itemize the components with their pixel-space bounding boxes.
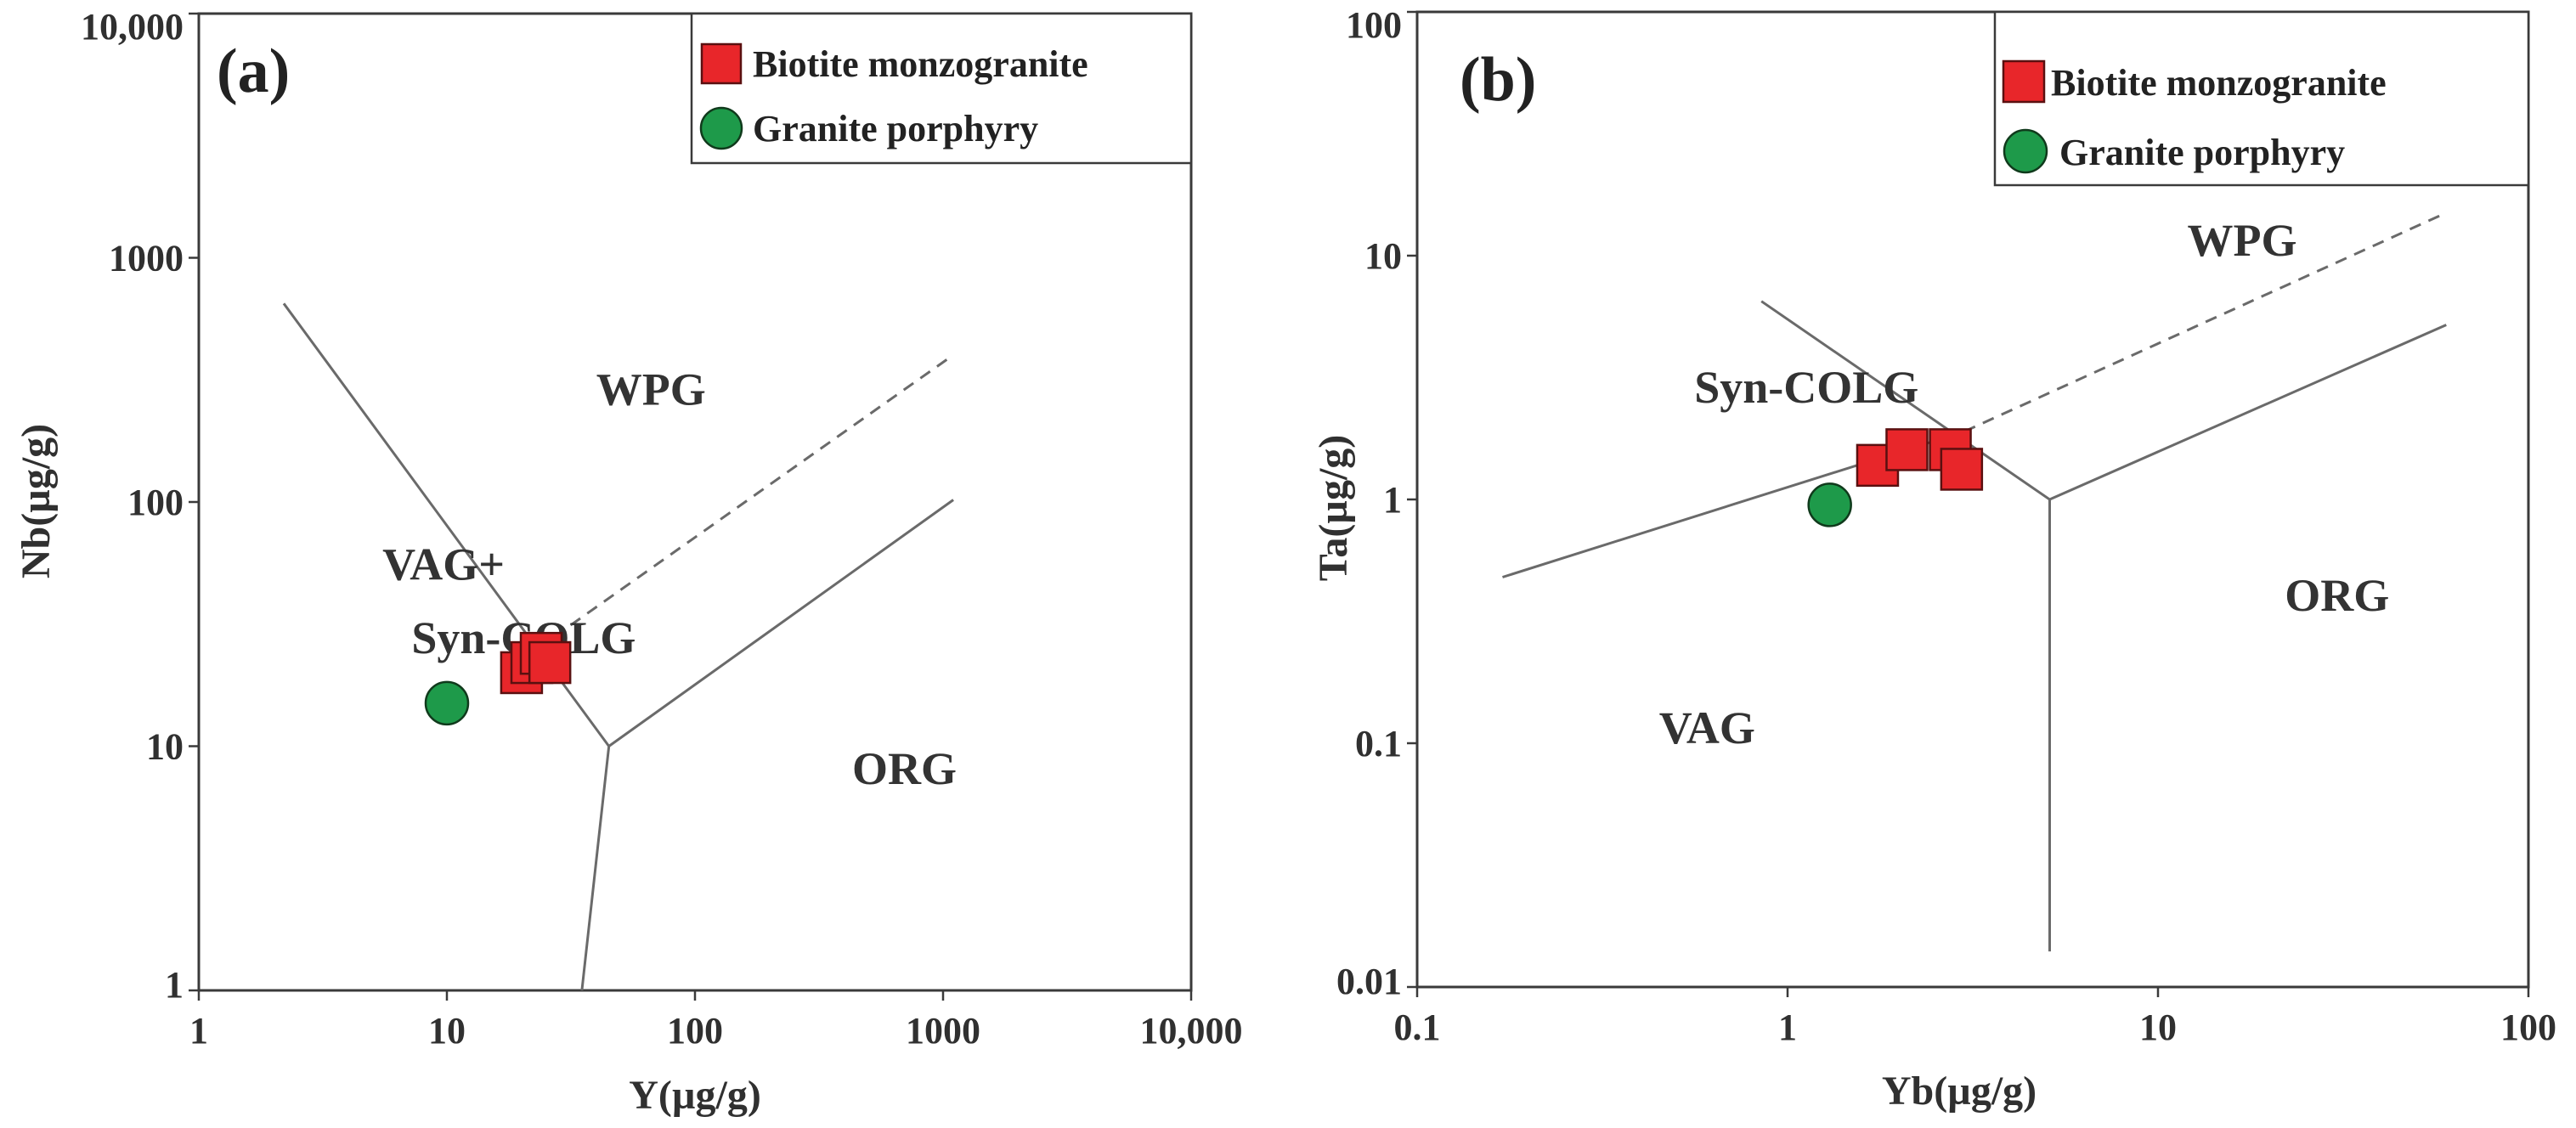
panel-b-label: (b): [1460, 45, 1536, 115]
panel-b-field-labels: WPG Syn-COLG VAG ORG: [1659, 215, 2390, 753]
panel-a-boundaries: [282, 302, 954, 991]
panel-b-x-tick-label-3: 10: [2139, 1007, 2177, 1048]
panel-b-points: [1807, 428, 1984, 527]
panel-a-points: [424, 631, 572, 726]
panel-a-legend: Biotite monzogranite Granite porphyry: [690, 12, 1193, 165]
panel-a-y-tick-label-5: 10,000: [81, 6, 184, 48]
panel-a-boundary-line-2: [607, 499, 954, 747]
panel-b-x-tick-label-1: 0.1: [1394, 1007, 1441, 1048]
panel-b-legend-box: [1993, 10, 2530, 187]
panel-a-legend-circle-marker: [699, 106, 743, 150]
panel-a-x-tick-label-2: 10: [428, 1010, 466, 1052]
panel-b-legend-square-marker: [2002, 59, 2046, 104]
panel-b-biotite-point-4: [1940, 448, 1984, 491]
panel-b-y-tick-label-5: 100: [1346, 4, 1402, 46]
panel-a-legend-box: [690, 12, 1193, 165]
panel-a-ticks: 1 10 100 1000 10,000 1 10 100 1000 10,000: [81, 6, 1243, 1052]
panel-a-field-label-org: ORG: [852, 743, 957, 794]
panel-b-y-tick-label-2: 0.1: [1355, 723, 1402, 764]
panel-b-y-axis-title: Ta(µg/g): [1311, 435, 1356, 582]
panel-a-label: (a): [217, 37, 290, 106]
panel-a-porphyry-point-1: [424, 680, 470, 726]
panel-b-y-tick-label-1: 0.01: [1336, 961, 1402, 1002]
panel-a-y-tick-label-4: 1000: [109, 238, 184, 279]
panel-b-biotite-point-2: [1885, 428, 1929, 471]
panel-b-x-tick-label-2: 1: [1778, 1007, 1797, 1048]
panel-b-boundaries: [1502, 212, 2447, 952]
panel-a-biotite-point-4: [528, 640, 572, 685]
panel-b-boundary-line-4: [1963, 212, 2447, 433]
panel-a-y-tick-label-1: 1: [165, 964, 184, 1006]
panel-b-porphyry-point-1: [1807, 482, 1852, 527]
panel-b-field-label-vag: VAG: [1659, 702, 1755, 753]
panel-a-legend-porphyry-label: Granite porphyry: [753, 108, 1038, 149]
panel-b-legend: Biotite monzogranite Granite porphyry: [1993, 10, 2530, 187]
panel-b-y-tick-label-4: 10: [1364, 235, 1402, 277]
panel-b-chart: 0.1 1 10 100 0.01 0.1 1 10 100 WPG Syn-COLG VAG ORG…: [1311, 4, 2556, 1114]
panel-b-x-tick-label-4: 100: [2500, 1007, 2556, 1048]
panel-a-x-tick-label-1: 1: [189, 1010, 208, 1052]
panel-a-y-tick-label-2: 10: [146, 726, 184, 768]
panel-b-field-label-wpg: WPG: [2188, 215, 2297, 266]
panel-b-x-axis-title: Yb(µg/g): [1882, 1069, 2037, 1114]
panel-a-x-axis-title: Y(µg/g): [629, 1073, 761, 1118]
panel-a-y-tick-label-3: 100: [127, 482, 184, 523]
panel-a-field-label-vag: VAG+: [382, 539, 505, 590]
panel-b-ticks: 0.1 1 10 100 0.01 0.1 1 10 100: [1336, 4, 2556, 1048]
panel-b-field-label-org: ORG: [2285, 570, 2389, 621]
panel-a-x-tick-label-3: 100: [667, 1010, 723, 1052]
panel-a-field-label-wpg: WPG: [596, 364, 706, 415]
panel-a-legend-biotite-label: Biotite monzogranite: [753, 43, 1088, 85]
panel-b-legend-circle-marker: [2003, 128, 2048, 174]
panel-b-field-label-syn-colg: Syn-COLG: [1694, 362, 1918, 413]
panel-b-y-tick-label-3: 1: [1383, 479, 1402, 521]
panel-a-x-tick-label-5: 10,000: [1140, 1010, 1243, 1052]
panel-b-boundary-line-3: [2048, 324, 2447, 501]
panel-a-x-tick-label-4: 1000: [906, 1010, 980, 1052]
panel-b-legend-porphyry-label: Granite porphyry: [2059, 132, 2345, 173]
panel-a-chart: 1 10 100 1000 10,000 1 10 100 1000 10,000 WPG VAG+…: [14, 6, 1243, 1118]
panel-a-y-axis-title: Nb(µg/g): [14, 424, 59, 578]
panel-b-legend-biotite-label: Biotite monzogranite: [2051, 62, 2387, 104]
panel-a-legend-square-marker: [700, 42, 743, 85]
